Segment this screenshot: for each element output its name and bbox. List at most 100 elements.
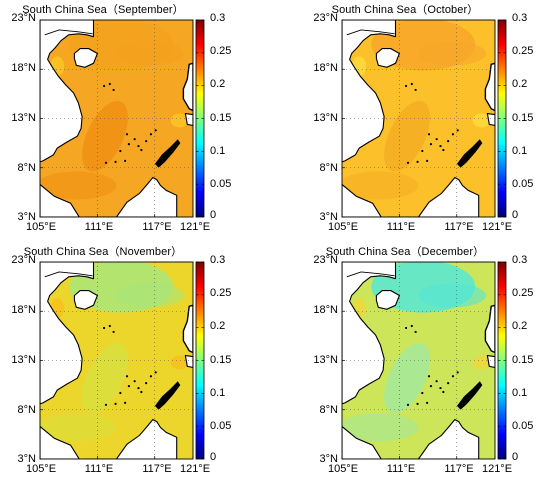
reef-dot — [119, 391, 122, 395]
panel-title: South China Sea（November） — [23, 246, 183, 258]
map-panel-november: South China Sea（November） 23°N 18°N 13°N… — [0, 242, 275, 483]
reef-dot — [149, 375, 153, 378]
reef-dot — [447, 382, 450, 385]
lat-tick-8n: 8°N — [319, 404, 338, 416]
lon-tick-121e: 121°E — [179, 463, 211, 475]
reef-dot — [102, 326, 106, 330]
colorbar-tick-0.1: 0.1 — [210, 145, 226, 157]
reef-dot — [421, 149, 424, 153]
map-panel-october: South China Sea（October） 23°N 18°N 13°N … — [302, 0, 550, 241]
reef-dot — [410, 82, 413, 86]
reef-dot — [427, 133, 431, 136]
colorbar-tick-0.2: 0.2 — [512, 320, 528, 332]
eastern-patch — [170, 113, 189, 128]
colorbar-tick-0.15: 0.15 — [210, 112, 232, 124]
borneo-coast — [386, 176, 480, 217]
map-panel-december: South China Sea（December） 23°N 18°N 13°N… — [302, 242, 550, 483]
panel-title: South China Sea（December） — [325, 246, 485, 258]
lat-tick-18n: 18°N — [11, 304, 36, 316]
reef-dot — [427, 375, 431, 378]
reef-dot — [108, 82, 111, 86]
reef-dot — [112, 88, 115, 92]
coastal-contour — [346, 271, 395, 278]
hainan-island — [375, 48, 401, 68]
mainland-coast — [40, 262, 95, 405]
sea-map — [341, 19, 507, 218]
colorbar-tick-0.25: 0.25 — [210, 45, 232, 57]
lon-tick-105e: 105°E — [327, 463, 359, 475]
colorbar-tick-0.25: 0.25 — [512, 287, 534, 299]
map-field — [40, 262, 193, 459]
panel-title: South China Sea（October） — [331, 4, 479, 16]
eastern-patch — [170, 355, 189, 370]
colorbar-tick-0.05: 0.05 — [512, 420, 534, 432]
lon-tick-117e: 117°E — [142, 221, 172, 233]
lat-tick-8n: 8°N — [17, 404, 36, 416]
lon-tick-117e: 117°E — [444, 221, 474, 233]
lat-tick-23n: 23°N — [11, 254, 36, 266]
reef-dot — [439, 386, 442, 390]
lat-tick-18n: 18°N — [11, 62, 36, 74]
reef-dot — [140, 148, 143, 152]
lon-tick-105e: 105°E — [25, 463, 57, 475]
lat-tick-23n: 23°N — [313, 12, 338, 24]
reef-dot — [112, 330, 115, 334]
reef-dot — [154, 371, 157, 374]
lat-tick-13n: 13°N — [11, 112, 36, 124]
reef-dot — [127, 385, 131, 388]
sea-map — [341, 261, 507, 460]
reef-dot — [137, 386, 140, 390]
reef-dot — [137, 144, 140, 148]
reef-dot — [133, 380, 136, 383]
colorbar-tick-0.2: 0.2 — [512, 78, 528, 90]
reef-dot — [102, 84, 106, 88]
lon-tick-121e: 121°E — [481, 221, 513, 233]
colorbar-tick-0.15: 0.15 — [512, 112, 534, 124]
malay-peninsula-land — [342, 183, 382, 217]
map-panel-september: South China Sea（September） 23°N 18°N 13°… — [0, 0, 275, 241]
palawan-island — [154, 381, 181, 410]
lon-tick-111e: 111°E — [386, 463, 416, 475]
lat-tick-13n: 13°N — [313, 112, 338, 124]
reef-dot — [414, 88, 417, 92]
map-field — [342, 20, 495, 217]
lat-tick-18n: 18°N — [313, 62, 338, 74]
panel-title: South China Sea（September） — [22, 4, 184, 16]
coastal-contour — [44, 271, 93, 278]
colorbar-tick-0: 0 — [210, 209, 217, 221]
colorbar-tick-0.3: 0.3 — [210, 12, 226, 24]
lon-tick-117e: 117°E — [142, 463, 172, 475]
reef-dot — [442, 390, 445, 394]
reef-dot — [406, 403, 410, 406]
lat-tick-23n: 23°N — [313, 254, 338, 266]
lat-tick-18n: 18°N — [313, 304, 338, 316]
colorbar-tick-0: 0 — [512, 451, 519, 463]
reef-dot — [145, 140, 148, 143]
reef-dot — [426, 401, 429, 404]
palawan-island — [154, 139, 181, 168]
palawan-island — [456, 139, 483, 168]
eastern-patch — [472, 355, 491, 370]
reef-dot — [435, 380, 438, 383]
reef-dot — [119, 149, 122, 153]
northeast-sea-region — [417, 41, 486, 66]
malay-peninsula-land — [342, 425, 382, 459]
mainland-coast — [40, 20, 95, 163]
northeast-sea-region — [115, 41, 184, 66]
colorbar-tick-0.3: 0.3 — [512, 12, 528, 24]
reef-dot — [125, 133, 129, 136]
reef-dot — [447, 140, 450, 143]
reef-dot — [451, 375, 455, 378]
lat-tick-3n: 3°N — [17, 453, 36, 465]
reef-dot — [140, 390, 143, 394]
reef-dot — [104, 403, 108, 406]
reef-dot — [154, 129, 157, 132]
colorbar-tick-0: 0 — [512, 209, 519, 221]
lat-tick-3n: 3°N — [319, 211, 338, 223]
borneo-coast — [84, 176, 178, 217]
northeast-sea-region — [417, 283, 486, 308]
colorbar-tick-0.05: 0.05 — [210, 420, 232, 432]
lon-tick-111e: 111°E — [84, 463, 114, 475]
map-field — [40, 20, 193, 217]
reef-dot — [456, 371, 459, 374]
